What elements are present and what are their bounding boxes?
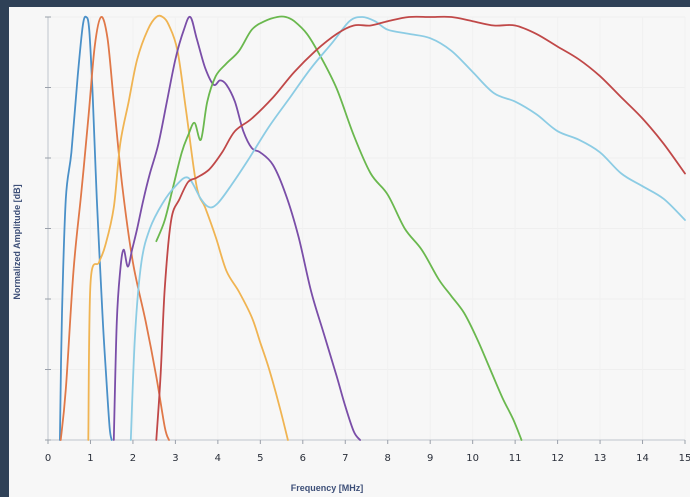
series-line-2 — [59, 16, 170, 441]
series-line-7 — [155, 15, 686, 441]
frequency-response-chart: 0 1 2 3 4 5 6 7 8 9 10 11 12 13 14 15 — [45, 14, 690, 464]
series-line-4 — [112, 15, 361, 441]
x-tick-label: 10 — [466, 453, 479, 464]
x-tick-label: 15 — [679, 453, 690, 464]
x-tick-label: 9 — [427, 453, 433, 464]
x-axis-label: Frequency [MHz] — [290, 483, 364, 493]
x-tick-label: 5 — [257, 453, 263, 464]
x-tick-label: 1 — [87, 453, 93, 464]
x-tick-label: 4 — [215, 453, 221, 464]
series-line-3 — [87, 14, 289, 441]
y-axis-label: Normalized Amplitude [dB] — [12, 184, 22, 300]
x-tick-label: 14 — [636, 453, 649, 464]
x-tick-label: 0 — [45, 453, 51, 464]
series-line-1 — [59, 15, 113, 441]
series-line-5 — [155, 15, 523, 441]
x-tick-label: 11 — [509, 453, 522, 464]
x-tick-label: 3 — [172, 453, 178, 464]
x-tick-label: 6 — [300, 453, 306, 464]
x-tick-label: 2 — [130, 453, 136, 464]
series-line-6 — [129, 16, 686, 441]
chart-panel: 0 1 2 3 4 5 6 7 8 9 10 11 12 13 14 15 Normalized Amplit… — [9, 7, 690, 497]
x-tick-label: 8 — [385, 453, 391, 464]
x-tick-label: 13 — [594, 453, 607, 464]
x-tick-label: 12 — [551, 453, 564, 464]
x-tick-label: 7 — [342, 453, 348, 464]
